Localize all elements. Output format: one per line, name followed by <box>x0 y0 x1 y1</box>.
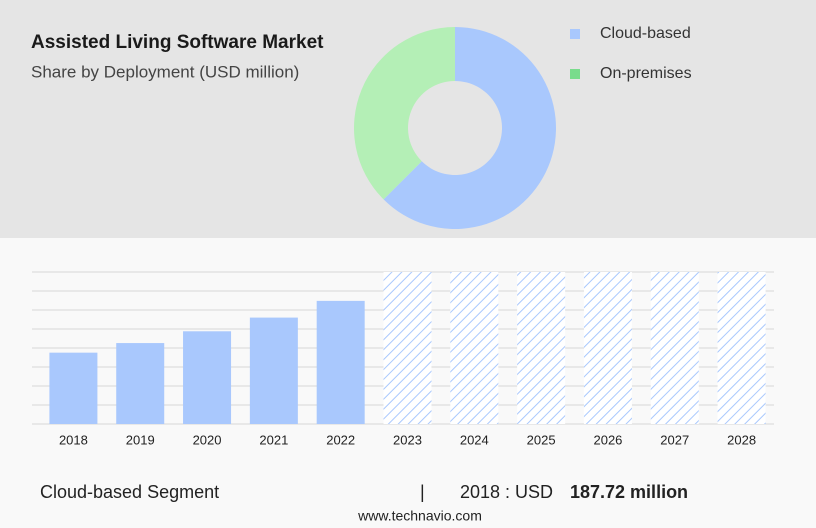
donut-slice <box>383 27 556 229</box>
footer-value: 187.72 million <box>570 482 688 502</box>
x-tick-label: 2026 <box>593 432 622 447</box>
forecast-placeholder <box>517 272 566 424</box>
forecast-placeholder <box>383 272 432 424</box>
donut-chart <box>353 27 556 229</box>
legend-swatch <box>570 69 580 79</box>
bar <box>316 300 365 424</box>
forecast-placeholder <box>650 272 699 424</box>
bar <box>116 343 165 424</box>
bar-chart: 2018 2019 2020 2021 2022 2023 2024 2025 2026 2027… <box>32 271 774 447</box>
chart-subtitle: Share by Deployment (USD million) <box>31 62 299 81</box>
legend-label: On-premises <box>600 65 692 82</box>
legend: Cloud-based On-premises <box>570 25 692 82</box>
x-tick-label: 2021 <box>259 432 288 447</box>
x-tick-label: 2028 <box>727 432 756 447</box>
forecast-placeholder <box>583 272 632 424</box>
forecast-placeholder <box>717 272 766 424</box>
legend-label: Cloud-based <box>600 25 691 42</box>
footer-separator: | <box>420 482 425 502</box>
x-tick-label: 2019 <box>126 432 155 447</box>
x-tick-label: 2018 <box>59 432 88 447</box>
bar <box>249 317 298 424</box>
footer-source: www.technavio.com <box>357 508 482 524</box>
x-tick-label: 2025 <box>527 432 556 447</box>
bar <box>183 331 232 424</box>
x-tick-label: 2024 <box>460 432 489 447</box>
forecast-placeholder <box>450 272 499 424</box>
footer-label: 2018 : USD <box>460 482 553 502</box>
x-tick-label: 2027 <box>660 432 689 447</box>
legend-swatch <box>570 29 580 39</box>
x-tick-label: 2023 <box>393 432 422 447</box>
donut-slice <box>353 27 455 200</box>
bar <box>49 352 98 424</box>
x-tick-label: 2022 <box>326 432 355 447</box>
chart-title: Assisted Living Software Market <box>31 32 324 53</box>
footer-segment: Cloud-based Segment <box>40 482 219 502</box>
x-tick-label: 2020 <box>193 432 222 447</box>
